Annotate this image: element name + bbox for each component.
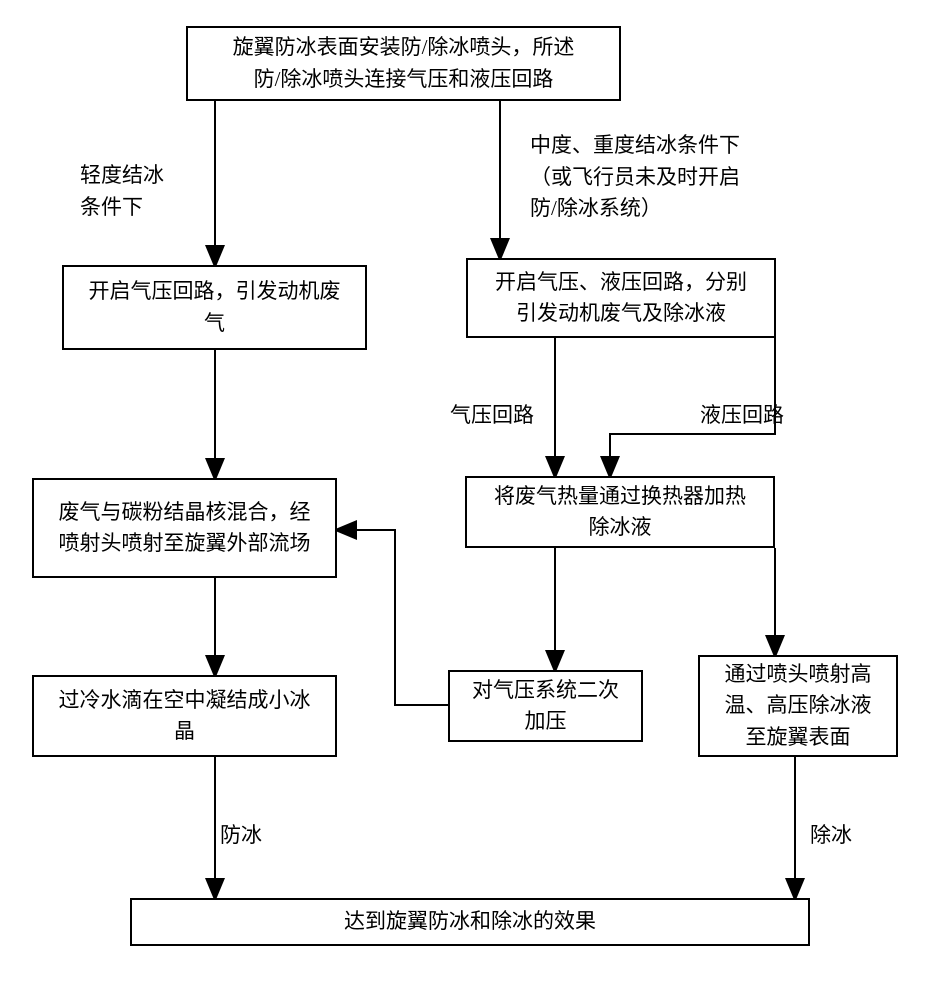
edge-label-anti_ice: 防冰	[220, 820, 262, 852]
node-start: 旋翼防冰表面安装防/除冰喷头，所述 防/除冰喷头连接气压和液压回路	[186, 26, 621, 101]
node-right1: 开启气压、液压回路，分别 引发动机废气及除冰液	[466, 258, 776, 338]
node-end: 达到旋翼防冰和除冰的效果	[130, 898, 810, 946]
node-left3: 过冷水滴在空中凝结成小冰 晶	[32, 675, 337, 757]
edge-label-light_ice: 轻度结冰 条件下	[80, 160, 164, 223]
edge-label-heavy_ice: 中度、重度结冰条件下 （或飞行员未及时开启 防/除冰系统）	[530, 130, 740, 225]
node-rightRight: 通过喷头喷射高 温、高压除冰液 至旋翼表面	[698, 655, 898, 757]
edge-label-pneumatic: 气压回路	[450, 400, 534, 432]
node-left1: 开启气压回路，引发动机废 气	[62, 265, 367, 350]
node-rightMid: 对气压系统二次 加压	[448, 670, 643, 742]
node-right2: 将废气热量通过换热器加热 除冰液	[465, 476, 775, 548]
edge-label-hydraulic: 液压回路	[700, 400, 784, 432]
node-left2: 废气与碳粉结晶核混合，经 喷射头喷射至旋翼外部流场	[32, 478, 337, 578]
edge-label-de_ice: 除冰	[810, 820, 852, 852]
